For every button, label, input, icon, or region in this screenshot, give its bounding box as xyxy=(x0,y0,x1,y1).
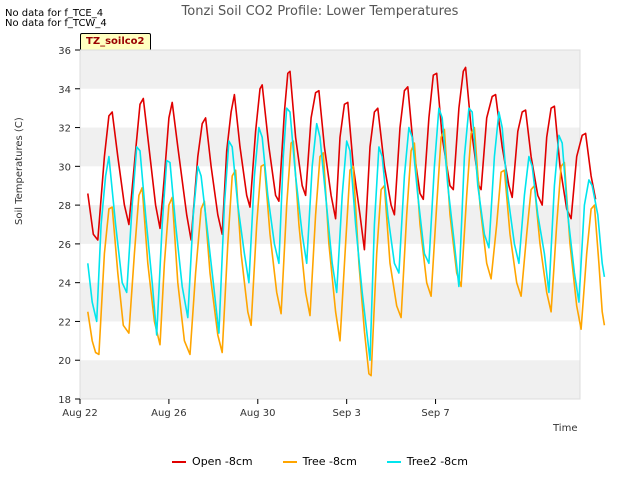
y-tick-label: 26 xyxy=(58,240,71,251)
legend-swatch-open xyxy=(172,460,187,463)
x-axis-label: Time xyxy=(553,423,578,434)
legend-swatch-tree xyxy=(282,460,297,463)
legend-item-tree[interactable]: Tree -8cm xyxy=(282,455,357,468)
legend-item-open[interactable]: Open -8cm xyxy=(172,455,253,468)
y-axis-label: Soil Temperatures (C) xyxy=(14,117,25,225)
grid-band xyxy=(80,360,580,399)
plot-border xyxy=(79,49,581,400)
grid-band xyxy=(80,50,580,89)
y-tick-label: 32 xyxy=(58,124,71,135)
chart-title: Tonzi Soil CO2 Profile: Lower Temperatur… xyxy=(181,4,459,19)
y-tick-label: 36 xyxy=(58,46,71,57)
x-tick-label: Aug 22 xyxy=(62,408,97,419)
y-tick-label: 18 xyxy=(58,395,71,406)
no-data-note-1: No data for f_TCE_4 xyxy=(5,8,104,19)
series-line-0 xyxy=(87,66,597,251)
y-tick-label: 24 xyxy=(58,279,71,290)
y-tick-label: 20 xyxy=(58,356,71,367)
series-line-2 xyxy=(87,107,606,361)
y-tick-label: 34 xyxy=(58,85,71,96)
y-tick-label: 28 xyxy=(58,201,71,212)
y-tick-label: 22 xyxy=(58,317,71,328)
y-tick-label: 30 xyxy=(58,162,71,173)
site-badge[interactable]: TZ_soilco2 xyxy=(80,33,151,51)
legend-label-open: Open -8cm xyxy=(192,455,253,468)
x-tick-label: Aug 30 xyxy=(240,408,275,419)
chart-legend: Open -8cm Tree -8cm Tree2 -8cm xyxy=(0,455,640,468)
legend-label-tree2: Tree2 -8cm xyxy=(406,455,468,468)
x-tick-label: Sep 7 xyxy=(421,408,449,419)
x-tick-label: Aug 26 xyxy=(151,408,186,419)
series-line-1 xyxy=(87,126,606,377)
legend-swatch-tree2 xyxy=(386,460,401,463)
legend-item-tree2[interactable]: Tree2 -8cm xyxy=(386,455,468,468)
x-tick-label: Sep 3 xyxy=(332,408,360,419)
no-data-note-2: No data for f_TCW_4 xyxy=(5,18,107,29)
legend-label-tree: Tree -8cm xyxy=(302,455,357,468)
